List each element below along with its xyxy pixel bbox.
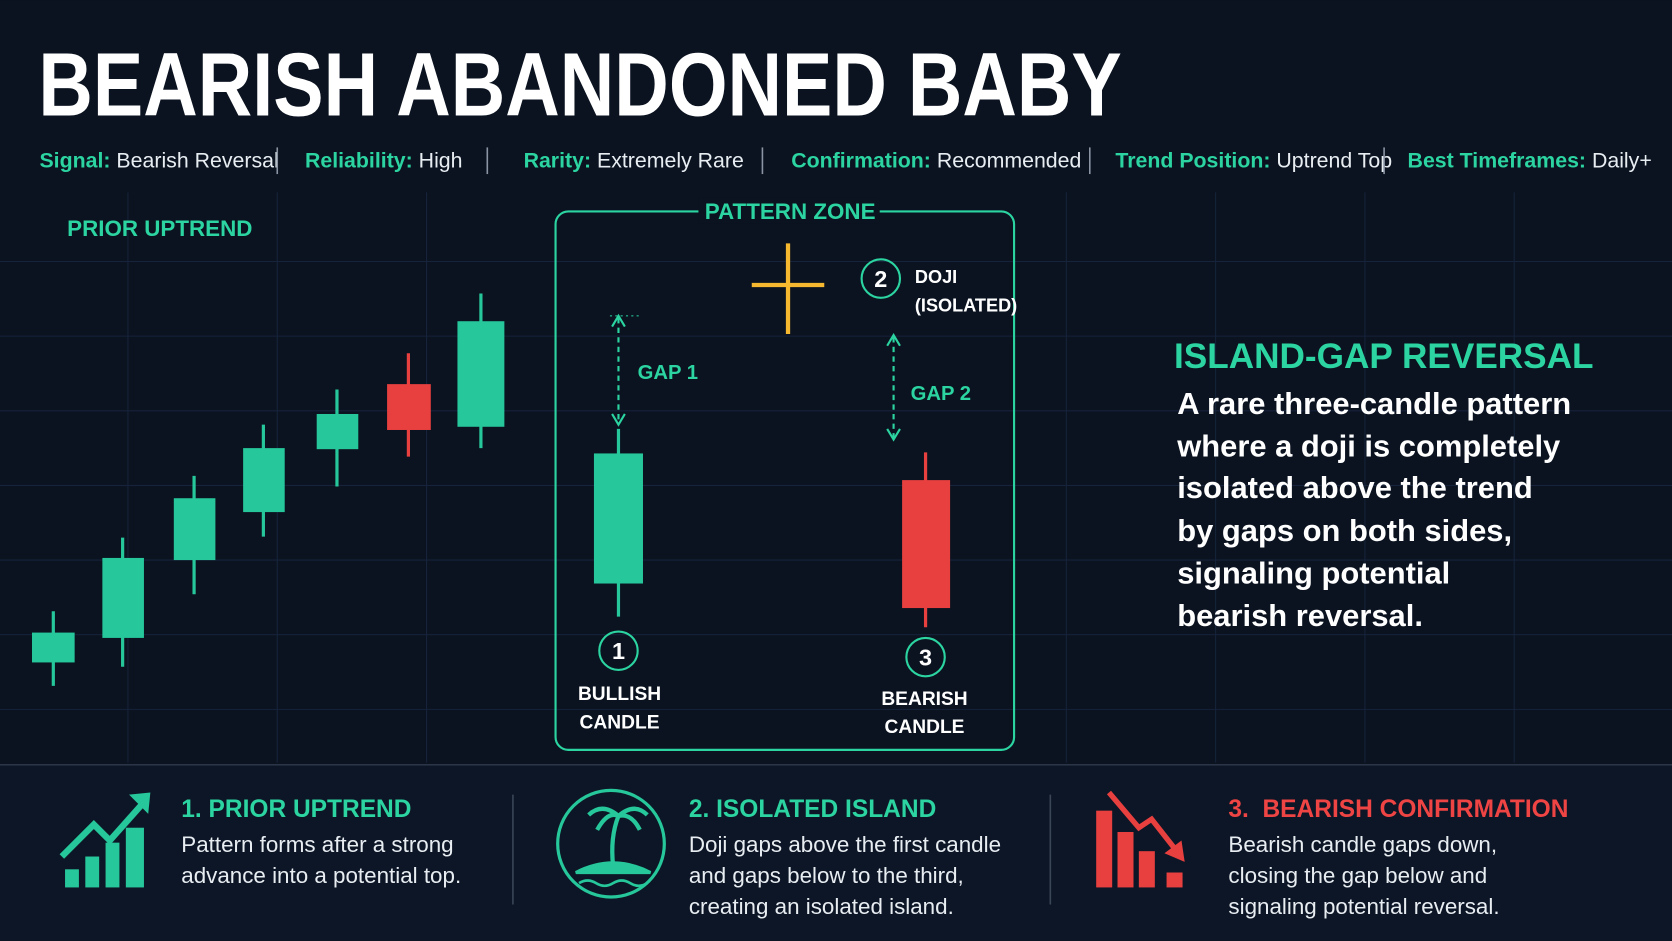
candle-label: CANDLE	[580, 713, 660, 734]
gap-label: GAP 2	[911, 383, 971, 405]
explanation-line: isolated above the trend	[1177, 470, 1533, 505]
gap-1: GAP 1	[609, 313, 698, 427]
step-line: Doji gaps above the first candle	[689, 832, 1001, 857]
explanation-line: by gaps on both sides,	[1177, 513, 1512, 548]
explanation-line: signaling potential	[1177, 556, 1450, 591]
attribute-value: Uptrend Top	[1276, 149, 1392, 173]
candle-1: 1 BULLISH CANDLE	[578, 428, 661, 734]
attribute: Best Timeframes: Daily+	[1408, 149, 1652, 173]
attribute-label: Best Timeframes:	[1408, 149, 1586, 173]
attribute-label: Rarity:	[524, 149, 592, 173]
candle-3: 3 BEARISH CANDLE	[881, 452, 968, 738]
step-title: 2. ISOLATED ISLAND	[689, 796, 936, 823]
attribute: Trend Position: Uptrend Top	[1115, 149, 1392, 173]
explanation-text: A rare three-candle pattern where a doji…	[1176, 386, 1571, 633]
title: BEARISH ABANDONED BABY	[38, 34, 1121, 134]
step-line: advance into a potential top.	[181, 863, 461, 888]
attribute-label: Confirmation:	[791, 149, 931, 173]
attribute-row: Signal: Bearish Reversal Reliability: Hi…	[39, 147, 1652, 175]
step-line: Bearish candle gaps down,	[1228, 832, 1497, 857]
candle-number: 1	[612, 638, 625, 664]
attribute-label: Reliability:	[305, 149, 413, 173]
icon-island	[556, 788, 666, 899]
icon-downtrend	[1096, 790, 1185, 888]
candle-label: (ISOLATED)	[915, 296, 1017, 316]
zone-label: PATTERN ZONE	[705, 199, 876, 224]
footer-separators	[512, 794, 1052, 905]
candle-label: CANDLE	[885, 717, 965, 738]
attribute-label: Trend Position:	[1115, 149, 1270, 173]
step-title: 1. PRIOR UPTREND	[181, 796, 411, 823]
candle-label: BULLISH	[578, 684, 661, 705]
candle-number: 3	[919, 645, 932, 671]
candle-label: DOJI	[915, 267, 957, 287]
uptrend-candles	[31, 293, 505, 686]
step-3: 3. BEARISH CONFIRMATION Bearish candle g…	[1228, 796, 1568, 919]
explanation-line: A rare three-candle pattern	[1177, 386, 1571, 421]
step-line: signaling potential reversal.	[1228, 894, 1499, 919]
attribute: Signal: Bearish Reversal	[39, 149, 278, 173]
candle-number: 2	[874, 266, 887, 292]
icon-uptrend	[59, 792, 151, 888]
gap-2: GAP 2	[886, 333, 971, 442]
step-line: Pattern forms after a strong	[181, 832, 453, 857]
candle-2: 2 DOJI (ISOLATED)	[751, 243, 1017, 335]
attribute-value: High	[419, 149, 463, 173]
background-grid	[0, 192, 1672, 763]
attribute: Confirmation: Recommended	[791, 149, 1081, 173]
separators	[276, 147, 1385, 175]
explanation-line: where a doji is completely	[1176, 429, 1561, 464]
candle-label: BEARISH	[881, 689, 967, 710]
step-line: creating an isolated island.	[689, 894, 954, 919]
attribute: Rarity: Extremely Rare	[524, 149, 744, 173]
step-line: closing the gap below and	[1228, 863, 1487, 888]
attribute-value: Daily+	[1592, 149, 1652, 173]
footer-bg	[0, 765, 1672, 941]
attribute-value: Extremely Rare	[597, 149, 744, 173]
gap-label: GAP 1	[638, 362, 698, 384]
step-title: 3. BEARISH CONFIRMATION	[1228, 796, 1568, 823]
attribute-value: Bearish Reversal	[116, 149, 278, 173]
attribute-label: Signal:	[39, 149, 110, 173]
step-line: and gaps below to the third,	[689, 863, 964, 888]
explanation-heading: ISLAND-GAP REVERSAL	[1174, 337, 1594, 376]
attribute: Reliability: High	[305, 149, 463, 173]
step-1: 1. PRIOR UPTREND Pattern forms after a s…	[181, 796, 461, 888]
step-2: 2. ISOLATED ISLAND Doji gaps above the f…	[689, 796, 1001, 919]
attribute-value: Recommended	[937, 149, 1082, 173]
explanation-line: bearish reversal.	[1177, 598, 1423, 633]
zone-label-bg	[698, 197, 880, 224]
trend-label: PRIOR UPTREND	[67, 216, 252, 241]
